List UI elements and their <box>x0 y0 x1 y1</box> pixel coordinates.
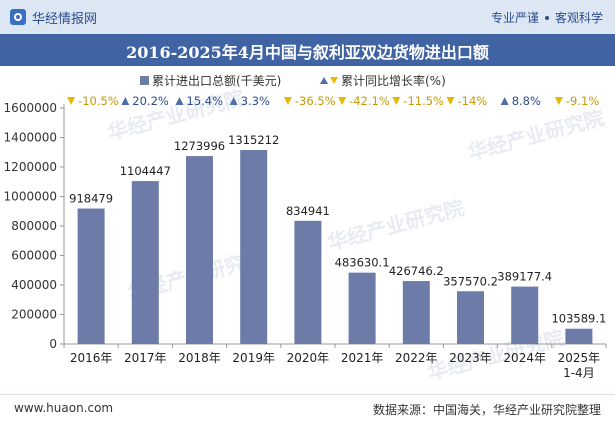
x-tick-label: 2020年 <box>287 351 330 365</box>
x-tick-label: 2017年 <box>124 351 167 365</box>
triangle-up-icon <box>320 77 328 84</box>
title-bar: 2016-2025年4月中国与叙利亚双边货物进出口额 <box>0 34 615 66</box>
bar <box>294 220 322 344</box>
bar-value-label: 389177.4 <box>497 270 552 284</box>
brand-logo-icon <box>10 9 26 25</box>
bar-value-label: 103589.1 <box>551 312 606 326</box>
chart-title: 2016-2025年4月中国与叙利亚双边货物进出口额 <box>126 43 489 62</box>
bar-value-label: 1315212 <box>228 133 279 147</box>
x-tick-label: 2021年 <box>341 351 384 365</box>
watermark-text: 华经产业研究院 <box>465 105 606 164</box>
y-tick-label: 0 <box>49 337 57 351</box>
y-tick-label: 1000000 <box>4 190 57 204</box>
y-tick-label: 1400000 <box>4 131 57 145</box>
growth-label: -10.5% <box>78 94 119 108</box>
growth-down-triangle <box>283 97 292 105</box>
legend-label-total: 累计进出口总额(千美元) <box>152 74 282 88</box>
y-tick-label: 200000 <box>11 308 57 322</box>
footer-website: www.huaon.com <box>14 401 114 415</box>
triangle-down-icon <box>330 77 338 84</box>
y-tick-label: 800000 <box>11 219 57 233</box>
watermark-text: 华经产业研究院 <box>105 85 246 144</box>
growth-up-triangle <box>121 97 130 105</box>
brand-name: 华经情报网 <box>32 11 98 27</box>
bar <box>457 291 484 344</box>
growth-down-triangle <box>392 97 401 105</box>
bar-value-label: 834941 <box>286 204 330 218</box>
x-tick-label: 2023年 <box>449 351 492 365</box>
growth-label: 15.4% <box>187 94 224 108</box>
bar <box>131 181 159 344</box>
growth-down-triangle <box>67 97 76 105</box>
bar-value-label: 1273996 <box>174 139 225 153</box>
bar <box>511 286 539 344</box>
growth-label: -42.1% <box>349 94 390 108</box>
legend-label-growth: 累计同比增长率(%) <box>341 74 446 88</box>
y-tick-label: 1600000 <box>4 101 57 115</box>
brand: 华经情报网 <box>10 8 98 27</box>
slogan-left: 专业严谨 <box>490 11 539 25</box>
footer-divider <box>0 394 615 395</box>
bar-value-label: 483630.1 <box>335 256 390 270</box>
y-tick-label: 400000 <box>11 278 57 292</box>
slogan-right: 客观科学 <box>554 11 603 25</box>
footer-source: 数据来源：中国海关，华经产业研究院整理 <box>372 403 601 417</box>
growth-label: -14% <box>458 94 488 108</box>
legend-item-growth: 累计同比增长率(%) <box>320 72 446 89</box>
top-bar: 华经情报网 专业严谨 客观科学 <box>0 0 615 34</box>
growth-label: 20.2% <box>132 94 169 108</box>
bar-value-label: 357570.2 <box>443 274 498 288</box>
x-tick-label: 2018年 <box>178 351 221 365</box>
x-tick-label: 2016年 <box>70 351 113 365</box>
legend-bar-swatch-icon <box>140 76 149 85</box>
bar <box>240 150 268 344</box>
growth-up-triangle <box>500 97 509 105</box>
bar <box>565 328 593 344</box>
growth-up-triangle <box>175 97 184 105</box>
growth-label: 3.3% <box>241 94 270 108</box>
legend-item-total: 累计进出口总额(千美元) <box>140 72 281 89</box>
bar <box>402 281 430 344</box>
x-tick-label: 2024年 <box>503 351 546 365</box>
x-tick-label: 1-4月 <box>563 366 595 380</box>
x-tick-label: 2019年 <box>232 351 275 365</box>
separator-dot-icon <box>544 15 549 20</box>
growth-down-triangle <box>554 97 563 105</box>
bar-value-label: 426746.2 <box>389 264 444 278</box>
chart-legend: 累计进出口总额(千美元) 累计同比增长率(%) <box>140 72 540 92</box>
bar <box>77 208 105 344</box>
y-tick-label: 600000 <box>11 249 57 263</box>
bar <box>348 272 376 344</box>
growth-down-triangle <box>338 97 347 105</box>
y-tick-label: 1200000 <box>4 160 57 174</box>
growth-up-triangle <box>229 97 238 105</box>
bar-value-label: 1104447 <box>120 164 171 178</box>
growth-label: 8.8% <box>512 94 541 108</box>
bar <box>186 156 213 344</box>
growth-label: -11.5% <box>403 94 444 108</box>
growth-label: -36.5% <box>295 94 336 108</box>
watermark-text: 华经产业研究院 <box>325 195 466 254</box>
bar-value-label: 918479 <box>69 192 113 206</box>
x-tick-label: 2022年 <box>395 351 438 365</box>
growth-down-triangle <box>446 97 455 105</box>
slogan: 专业严谨 客观科学 <box>491 9 603 26</box>
x-tick-label: 2025年 <box>558 351 601 365</box>
growth-label: -9.1% <box>566 94 599 108</box>
